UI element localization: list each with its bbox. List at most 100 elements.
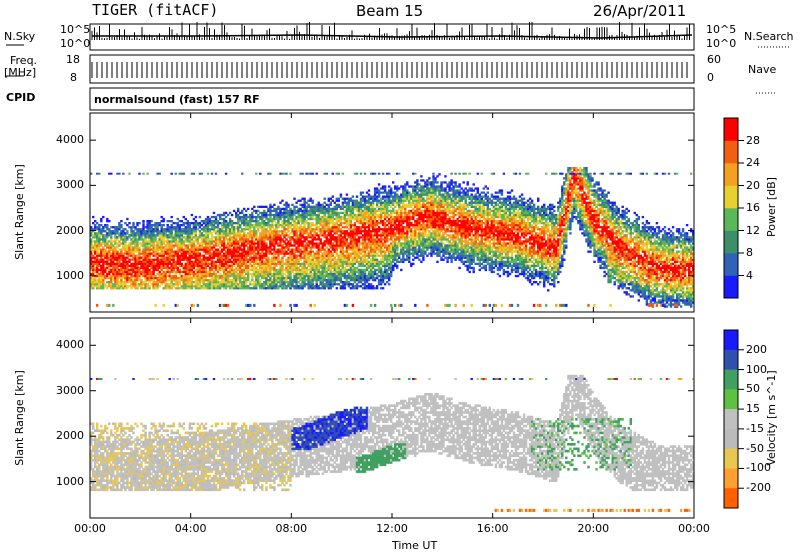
power-cell	[269, 279, 272, 282]
power-cell	[170, 172, 173, 175]
power-cell	[249, 254, 252, 257]
power-cell	[353, 222, 357, 225]
power-cell	[152, 232, 155, 235]
power-cell	[291, 236, 294, 239]
power-cell	[327, 199, 330, 202]
power-cell	[281, 246, 284, 249]
power-cell	[224, 172, 228, 175]
power-cell	[210, 254, 214, 257]
power-cell	[190, 260, 194, 263]
power-cell	[343, 256, 347, 259]
power-cell	[351, 201, 355, 204]
power-cell	[144, 230, 147, 233]
power-cell	[265, 211, 268, 215]
power-cell	[357, 211, 361, 215]
power-cell	[220, 236, 224, 239]
power-cell	[299, 279, 302, 282]
power-cell	[303, 246, 306, 249]
power-cell	[309, 240, 312, 243]
power-cell	[355, 232, 359, 235]
power-cell	[200, 236, 204, 239]
power-cell	[214, 266, 218, 270]
power-cell	[212, 254, 216, 257]
power-cell	[98, 172, 101, 175]
power-cell	[130, 283, 133, 286]
power-cell	[353, 226, 357, 229]
power-cell	[331, 211, 334, 215]
power-cell	[174, 272, 177, 276]
power-cell	[371, 205, 375, 208]
power-cell	[168, 250, 171, 253]
power-cell	[343, 226, 347, 229]
power-cell	[152, 228, 155, 231]
power-cell	[307, 203, 310, 206]
power-cell	[122, 283, 125, 286]
power-cell	[90, 252, 93, 255]
power-cell	[255, 270, 258, 274]
power-cell	[367, 230, 371, 233]
power-cell	[204, 260, 208, 263]
power-cell	[253, 256, 256, 259]
power-cell	[210, 238, 214, 241]
power-cell	[327, 285, 330, 288]
power-cell	[224, 226, 228, 229]
power-cell	[136, 258, 139, 261]
power-cell	[347, 285, 351, 288]
power-cell	[295, 209, 298, 213]
power-cell	[307, 283, 310, 286]
power-cell	[232, 279, 236, 282]
power-cell	[303, 240, 306, 243]
power-cell	[305, 201, 308, 204]
power-cell	[295, 303, 298, 307]
power-cell	[301, 268, 304, 272]
power-cell	[196, 283, 200, 286]
power-cell	[243, 207, 246, 211]
power-cell	[102, 262, 105, 265]
power-cell	[243, 213, 246, 217]
power-cell	[339, 228, 343, 231]
power-cell	[257, 215, 260, 219]
power-cell	[291, 209, 294, 213]
power-cell	[295, 260, 298, 263]
power-cell	[196, 236, 200, 239]
power-cell	[317, 274, 320, 278]
power-cell	[230, 283, 234, 286]
power-cell	[293, 303, 296, 307]
power-cell	[359, 250, 363, 253]
power-cell	[245, 244, 248, 247]
power-cell	[164, 260, 167, 263]
power-cell	[214, 222, 218, 225]
power-cell	[100, 258, 103, 261]
power-cell	[293, 272, 296, 276]
power-cell	[210, 268, 214, 272]
power-cell	[104, 285, 107, 288]
power-cell	[170, 281, 173, 284]
power-cell	[293, 230, 296, 233]
power-cell	[239, 256, 242, 259]
power-cell	[148, 258, 151, 261]
power-cell	[327, 209, 330, 213]
power-cell	[337, 217, 340, 221]
power-cell	[224, 287, 228, 290]
power-cell	[305, 232, 308, 235]
power-cell	[299, 252, 302, 255]
power-cell	[357, 260, 361, 263]
power-cell	[283, 224, 286, 227]
power-cell	[285, 250, 288, 253]
power-cell	[92, 285, 95, 288]
power-cell	[277, 254, 280, 257]
power-cell	[166, 238, 169, 241]
power-cell	[275, 276, 278, 280]
power-cell	[194, 264, 198, 267]
power-cell	[232, 260, 236, 263]
power-cell	[363, 199, 367, 202]
power-cell	[359, 172, 363, 175]
power-cell	[237, 226, 240, 229]
power-cell	[210, 172, 214, 175]
power-cell	[90, 258, 93, 261]
power-cell	[206, 264, 210, 267]
power-cell	[275, 283, 278, 286]
power-cell	[204, 264, 208, 267]
power-cell	[170, 264, 173, 267]
power-cell	[341, 242, 345, 245]
